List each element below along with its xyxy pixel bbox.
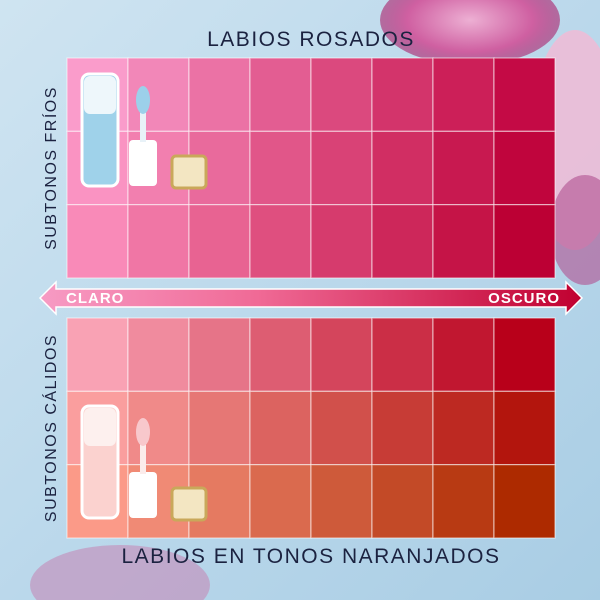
warm-label: SUBTONOS CÁLIDOS xyxy=(41,334,60,522)
swatch xyxy=(493,317,556,392)
applicator-tip xyxy=(136,418,150,446)
applicator-tip xyxy=(136,86,150,114)
swatch xyxy=(432,130,495,206)
swatch xyxy=(493,57,556,132)
applicator-stem xyxy=(140,112,146,142)
arrow xyxy=(38,280,584,316)
swatch xyxy=(310,130,373,206)
cool-label: SUBTONOS FRÍOS xyxy=(41,86,60,250)
swatch xyxy=(249,204,312,279)
swatch xyxy=(188,390,251,466)
swatch xyxy=(493,204,556,279)
dark-label: OSCURO xyxy=(488,290,560,307)
gloss-cap xyxy=(84,76,116,114)
swatch xyxy=(493,464,556,539)
swatch xyxy=(127,317,190,392)
decor-petal xyxy=(380,0,560,65)
swatch xyxy=(432,390,495,466)
swatch xyxy=(371,390,434,466)
swatch xyxy=(493,390,556,466)
swatch xyxy=(188,317,251,392)
compact xyxy=(170,154,208,190)
applicator-stem xyxy=(140,444,146,474)
swatch xyxy=(249,130,312,206)
decor-petal xyxy=(550,175,600,285)
swatch xyxy=(188,204,251,279)
bottom-label: LABIOS EN TONOS NARANJADOS xyxy=(122,545,501,568)
product-cool xyxy=(80,72,208,190)
swatch xyxy=(310,464,373,539)
applicator-cap xyxy=(129,140,157,186)
swatch xyxy=(249,464,312,539)
swatch xyxy=(310,57,373,132)
compact xyxy=(170,486,208,522)
swatch xyxy=(310,317,373,392)
swatch xyxy=(371,317,434,392)
swatch xyxy=(249,390,312,466)
applicator-cap xyxy=(129,472,157,518)
swatch xyxy=(432,57,495,132)
swatch xyxy=(127,204,190,279)
swatch xyxy=(188,57,251,132)
swatch xyxy=(371,204,434,279)
swatch xyxy=(249,317,312,392)
swatch xyxy=(310,204,373,279)
swatch xyxy=(371,57,434,132)
swatch xyxy=(432,204,495,279)
light-label: CLARO xyxy=(66,290,124,307)
gloss-cap xyxy=(84,408,116,446)
swatch xyxy=(432,464,495,539)
swatch xyxy=(493,130,556,206)
swatch xyxy=(371,464,434,539)
swatch xyxy=(310,390,373,466)
product-warm xyxy=(80,404,208,522)
top-label: LABIOS ROSADOS xyxy=(207,28,415,51)
swatch xyxy=(66,317,129,392)
decor-petal xyxy=(30,545,210,600)
swatch xyxy=(249,57,312,132)
swatch xyxy=(432,317,495,392)
swatch xyxy=(371,130,434,206)
swatch xyxy=(66,204,129,279)
